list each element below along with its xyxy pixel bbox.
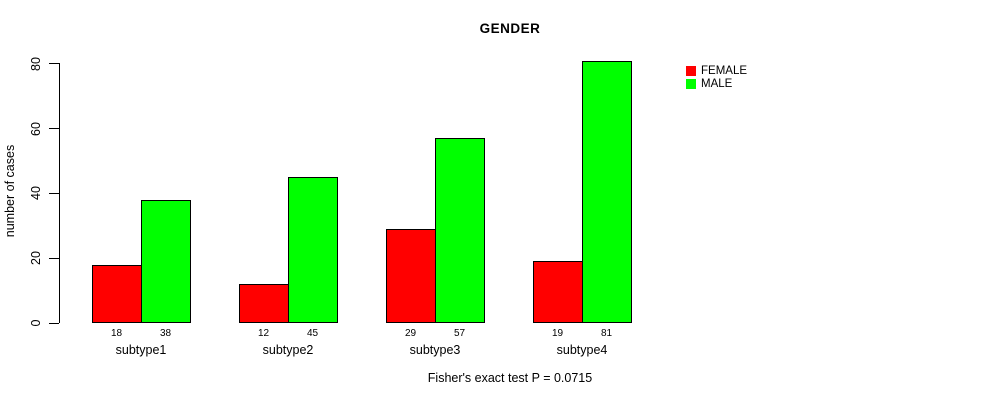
caption-text: Fisher's exact test P = 0.0715: [427, 371, 593, 385]
category-label-subtype4: subtype4: [556, 343, 608, 357]
legend-label-male: MALE: [701, 77, 733, 90]
y-axis-label: number of cases: [3, 144, 17, 238]
category-label-subtype3: subtype3: [409, 343, 461, 357]
category-label-subtype2: subtype2: [262, 343, 314, 357]
category-label-subtype1: subtype1: [115, 343, 167, 357]
bar-value-label-male-subtype2: 45: [306, 328, 319, 339]
y-tick-mark-80: [49, 63, 59, 65]
bar-male-subtype2: [288, 177, 338, 323]
legend-item-female: FEMALE: [686, 64, 747, 77]
legend-item-male: MALE: [686, 77, 747, 90]
bar-female-subtype1: [92, 265, 142, 323]
bar-value-label-female-subtype4: 19: [551, 328, 564, 339]
bar-value-label-male-subtype4: 81: [600, 328, 613, 339]
bar-value-label-male-subtype1: 38: [159, 328, 172, 339]
y-tick-label-20: 20: [29, 251, 43, 266]
y-tick-label-40: 40: [29, 186, 43, 201]
legend-label-female: FEMALE: [701, 64, 748, 77]
bar-female-subtype3: [386, 229, 436, 323]
bar-female-subtype4: [533, 261, 583, 323]
bar-value-label-female-subtype3: 29: [404, 328, 417, 339]
bar-male-subtype3: [435, 138, 485, 323]
legend-swatch-male: [686, 78, 696, 89]
y-tick-label-80: 80: [29, 56, 43, 71]
bar-value-label-male-subtype3: 57: [453, 328, 466, 339]
legend-swatch-female: [686, 65, 696, 76]
bar-value-label-female-subtype1: 18: [110, 328, 123, 339]
y-tick-mark-0: [49, 322, 59, 324]
bar-value-label-female-subtype2: 12: [257, 328, 270, 339]
bar-male-subtype4: [582, 61, 632, 323]
bar-male-subtype1: [141, 200, 191, 323]
chart-title: GENDER: [479, 21, 541, 36]
y-tick-mark-40: [49, 192, 59, 194]
y-axis-line: [59, 63, 60, 323]
y-tick-label-0: 0: [29, 319, 43, 327]
legend: FEMALE MALE: [686, 64, 747, 90]
bar-female-subtype2: [239, 284, 289, 323]
y-tick-mark-60: [49, 128, 59, 130]
y-tick-mark-20: [49, 257, 59, 259]
y-tick-label-60: 60: [29, 121, 43, 136]
